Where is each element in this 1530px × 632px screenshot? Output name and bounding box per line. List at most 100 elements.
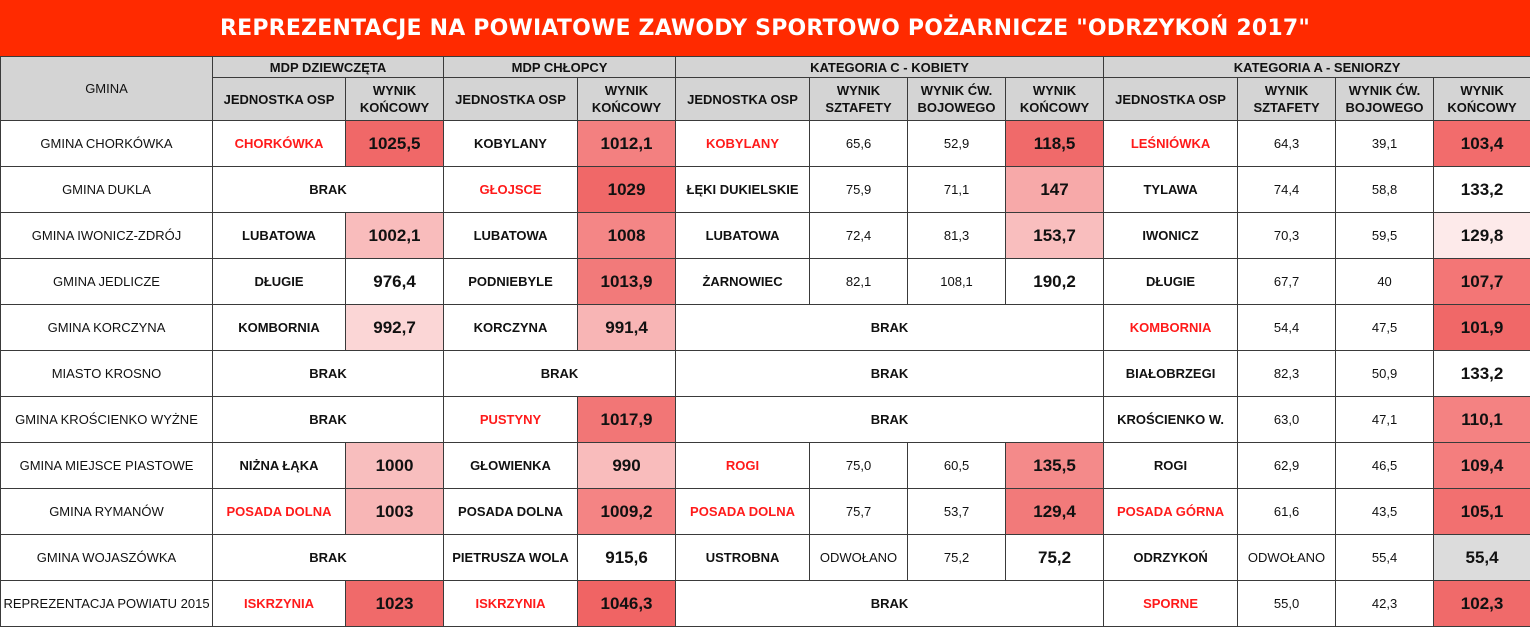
final-score-cell: 1029 — [577, 166, 677, 213]
final-score-cell: 1025,5 — [344, 120, 445, 167]
relay-score-cell: 75,0 — [809, 442, 909, 489]
final-score-cell: 129,8 — [1433, 212, 1530, 259]
brak-cell: BRAK — [675, 396, 1105, 443]
brak-cell: BRAK — [211, 396, 445, 443]
relay-score-cell: 70,3 — [1237, 212, 1337, 259]
unit-cell: ŁĘKI DUKIELSKIE — [675, 166, 811, 213]
final-score-cell: 118,5 — [1005, 120, 1105, 167]
gmina-cell: GMINA RYMANÓW — [0, 488, 213, 535]
unit-cell: GŁOWIENKA — [443, 442, 579, 489]
final-score-cell: 101,9 — [1433, 304, 1530, 351]
unit-cell: TYLAWA — [1103, 166, 1239, 213]
header-jednostka: JEDNOSTKA OSP — [1103, 77, 1239, 121]
combat-drill-score-cell: 58,8 — [1335, 166, 1435, 213]
table-row: GMINA CHORKÓWKA CHORKÓWKA 1025,5 KOBYLANY 10… — [0, 120, 1530, 167]
table-row: REPREZENTACJA POWIATU 2015 ISKRZYNIA 1023 I… — [0, 580, 1530, 627]
final-score-cell: 990 — [577, 442, 677, 489]
table-row: GMINA KROŚCIENKO WYŻNE BRAK PUSTYNY 1017,9 B… — [0, 396, 1530, 443]
header-jednostka: JEDNOSTKA OSP — [212, 77, 346, 121]
table-row: GMINA JEDLICZE DŁUGIE 976,4 PODNIEBYLE 1013,… — [0, 258, 1530, 305]
header-jednostka: JEDNOSTKA OSP — [675, 77, 811, 121]
header-kategoria-c: KATEGORIA C - KOBIETY — [675, 56, 1105, 78]
combat-drill-score-cell: 39,1 — [1335, 120, 1435, 167]
unit-cell: KOBYLANY — [675, 120, 811, 167]
results-table: GMINA MDP DZIEWCZĘTA MDP CHŁOPCY KATEGOR… — [0, 56, 1530, 627]
gmina-cell: GMINA KORCZYNA — [0, 304, 213, 351]
final-score-cell: 102,3 — [1433, 580, 1530, 627]
final-score-cell: 1008 — [577, 212, 677, 259]
relay-score-cell: 54,4 — [1237, 304, 1337, 351]
brak-cell: BRAK — [443, 350, 677, 397]
unit-cell: ISKRZYNIA — [212, 580, 346, 627]
table-row: GMINA WOJASZÓWKA BRAK PIETRUSZA WOLA 915,6 U… — [0, 534, 1530, 581]
final-score-cell: 105,1 — [1433, 488, 1530, 535]
combat-drill-score-cell: 75,2 — [907, 534, 1007, 581]
combat-drill-score-cell: 108,1 — [907, 258, 1007, 305]
combat-drill-score-cell: 60,5 — [907, 442, 1007, 489]
final-score-cell: 991,4 — [577, 304, 677, 351]
combat-drill-score-cell: 47,5 — [1335, 304, 1435, 351]
unit-cell: POSADA GÓRNA — [1103, 488, 1239, 535]
combat-drill-score-cell: 53,7 — [907, 488, 1007, 535]
combat-drill-score-cell: 55,4 — [1335, 534, 1435, 581]
table-row: GMINA MIEJSCE PIASTOWE NIŻNA ŁĄKA 1000 GŁOW… — [0, 442, 1530, 489]
gmina-cell: GMINA DUKLA — [0, 166, 213, 213]
gmina-cell: GMINA WOJASZÓWKA — [0, 534, 213, 581]
unit-cell: KOMBORNIA — [212, 304, 346, 351]
relay-score-cell: 55,0 — [1237, 580, 1337, 627]
relay-score-cell: 62,9 — [1237, 442, 1337, 489]
unit-cell: USTROBNA — [675, 534, 811, 581]
header-wynik-koncowy: WYNIK KOŃCOWY — [1005, 77, 1105, 121]
unit-cell: GŁOJSCE — [443, 166, 579, 213]
brak-cell: BRAK — [675, 580, 1105, 627]
gmina-cell: GMINA KROŚCIENKO WYŻNE — [0, 396, 213, 443]
relay-score-cell: 75,9 — [809, 166, 909, 213]
brak-cell: BRAK — [211, 166, 445, 213]
combat-drill-score-cell: 71,1 — [907, 166, 1007, 213]
relay-score-cell: 75,7 — [809, 488, 909, 535]
header-wynik-bojowego: WYNIK ĆW. BOJOWEGO — [907, 77, 1007, 121]
unit-cell: LUBATOWA — [675, 212, 811, 259]
final-score-cell: 915,6 — [577, 534, 677, 581]
brak-cell: BRAK — [675, 350, 1105, 397]
relay-score-cell: 82,3 — [1237, 350, 1337, 397]
unit-cell: POSADA DOLNA — [212, 488, 346, 535]
unit-cell: LUBATOWA — [212, 212, 346, 259]
table-header: GMINA MDP DZIEWCZĘTA MDP CHŁOPCY KATEGOR… — [0, 56, 1530, 121]
unit-cell: POSADA DOLNA — [443, 488, 579, 535]
table-row: MIASTO KROSNO BRAK BRAK BRAK BIAŁOBRZEGI 82,3… — [0, 350, 1530, 397]
relay-score-cell: 67,7 — [1237, 258, 1337, 305]
relay-score-cell: 82,1 — [809, 258, 909, 305]
final-score-cell: 976,4 — [344, 258, 445, 305]
combat-drill-score-cell: 81,3 — [907, 212, 1007, 259]
final-score-cell: 1017,9 — [577, 396, 677, 443]
header-mdp-chlopcy: MDP CHŁOPCY — [443, 56, 677, 78]
table-body: GMINA CHORKÓWKA CHORKÓWKA 1025,5 KOBYLANY 10… — [0, 120, 1530, 627]
header-wynik-koncowy: WYNIK KOŃCOWY — [344, 77, 445, 121]
gmina-cell: GMINA MIEJSCE PIASTOWE — [0, 442, 213, 489]
unit-cell: ROGI — [675, 442, 811, 489]
final-score-cell: 1003 — [344, 488, 445, 535]
final-score-cell: 109,4 — [1433, 442, 1530, 489]
gmina-cell: GMINA IWONICZ-ZDRÓJ — [0, 212, 213, 259]
relay-score-cell: ODWOŁANO — [1237, 534, 1337, 581]
header-kategoria-a: KATEGORIA A - SENIORZY — [1103, 56, 1530, 78]
final-score-cell: 1000 — [344, 442, 445, 489]
final-score-cell: 1009,2 — [577, 488, 677, 535]
unit-cell: LEŚNIÓWKA — [1103, 120, 1239, 167]
gmina-cell: MIASTO KROSNO — [0, 350, 213, 397]
final-score-cell: 1023 — [344, 580, 445, 627]
final-score-cell: 129,4 — [1005, 488, 1105, 535]
final-score-cell: 135,5 — [1005, 442, 1105, 489]
relay-score-cell: 63,0 — [1237, 396, 1337, 443]
header-gmina: GMINA — [0, 56, 213, 121]
header-jednostka: JEDNOSTKA OSP — [443, 77, 579, 121]
final-score-cell: 133,2 — [1433, 350, 1530, 397]
unit-cell: ISKRZYNIA — [443, 580, 579, 627]
unit-cell: KOMBORNIA — [1103, 304, 1239, 351]
unit-cell: DŁUGIE — [212, 258, 346, 305]
combat-drill-score-cell: 59,5 — [1335, 212, 1435, 259]
table-row: GMINA KORCZYNA KOMBORNIA 992,7 KORCZYNA 991,… — [0, 304, 1530, 351]
combat-drill-score-cell: 50,9 — [1335, 350, 1435, 397]
table-row: GMINA DUKLA BRAK GŁOJSCE 1029 ŁĘKI DUKIELSKI… — [0, 166, 1530, 213]
